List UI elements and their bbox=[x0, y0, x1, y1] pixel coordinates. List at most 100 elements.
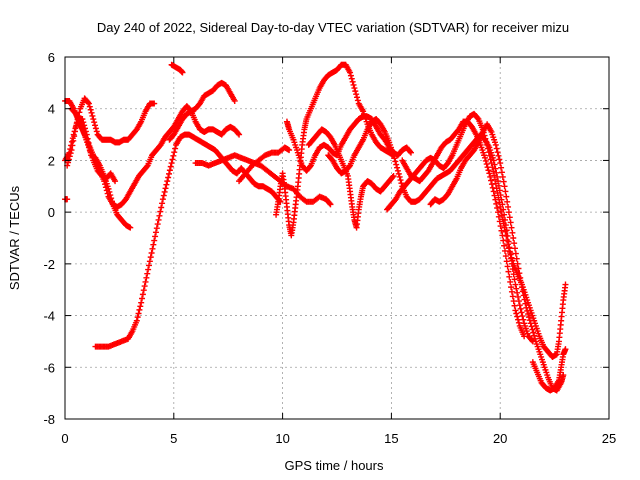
data-point bbox=[509, 229, 516, 236]
data-point bbox=[396, 173, 403, 180]
data-point bbox=[393, 161, 400, 168]
data-point bbox=[524, 307, 531, 314]
data-point bbox=[171, 149, 178, 156]
data-point bbox=[497, 223, 504, 230]
data-point bbox=[484, 141, 491, 148]
data-point bbox=[352, 88, 359, 95]
data-point bbox=[515, 298, 522, 305]
data-point bbox=[146, 258, 153, 265]
data-point bbox=[133, 317, 140, 324]
y-tick-label: 2 bbox=[48, 153, 55, 168]
y-axis: -8 -6 -4 -2 0 2 4 6 bbox=[43, 50, 609, 427]
data-point bbox=[394, 164, 401, 171]
data-point bbox=[506, 273, 513, 280]
data-point bbox=[145, 266, 152, 273]
y-tick-label: 6 bbox=[48, 50, 55, 65]
x-tick-label: 15 bbox=[384, 431, 398, 446]
data-point bbox=[505, 241, 512, 248]
series-13 bbox=[305, 126, 397, 231]
data-points bbox=[62, 61, 569, 394]
data-point bbox=[87, 106, 94, 113]
data-point bbox=[508, 284, 515, 291]
data-point bbox=[158, 204, 165, 211]
data-point bbox=[89, 112, 96, 119]
y-tick-label: 4 bbox=[48, 102, 55, 117]
data-point bbox=[169, 156, 176, 163]
data-point bbox=[90, 116, 97, 123]
series-3 bbox=[62, 97, 243, 210]
data-point bbox=[486, 152, 493, 159]
data-point bbox=[350, 81, 357, 88]
data-point bbox=[482, 135, 489, 142]
data-point bbox=[168, 160, 175, 167]
data-point bbox=[499, 232, 506, 239]
series-4 bbox=[64, 95, 158, 169]
x-axis-label: GPS time / hours bbox=[285, 458, 384, 473]
data-point bbox=[512, 307, 519, 314]
data-point bbox=[511, 276, 518, 283]
data-point bbox=[519, 313, 526, 320]
data-point bbox=[514, 313, 521, 320]
data-point bbox=[501, 224, 508, 231]
data-point bbox=[488, 177, 495, 184]
data-point bbox=[518, 309, 525, 316]
data-point bbox=[531, 332, 538, 339]
data-point bbox=[67, 150, 74, 157]
data-point bbox=[493, 200, 500, 207]
data-point bbox=[498, 208, 505, 215]
data-point bbox=[512, 281, 519, 288]
data-point bbox=[71, 133, 78, 140]
data-point bbox=[528, 323, 535, 330]
data-point bbox=[137, 303, 144, 310]
data-point bbox=[510, 235, 517, 241]
y-tick-label: 0 bbox=[48, 205, 55, 220]
data-point bbox=[488, 160, 495, 167]
data-point bbox=[166, 167, 173, 174]
data-point bbox=[157, 208, 164, 215]
data-point bbox=[127, 224, 134, 231]
data-point bbox=[236, 131, 243, 138]
data-point bbox=[85, 100, 92, 107]
data-point bbox=[491, 176, 498, 183]
data-point bbox=[92, 125, 99, 132]
data-point bbox=[144, 270, 151, 277]
data-point bbox=[528, 337, 535, 344]
data-point bbox=[351, 85, 358, 92]
data-point bbox=[150, 241, 157, 248]
data-point bbox=[354, 97, 361, 104]
data-point bbox=[85, 99, 92, 106]
data-point bbox=[512, 250, 519, 257]
data-point bbox=[495, 194, 502, 201]
data-point bbox=[527, 320, 534, 327]
data-point bbox=[485, 145, 492, 152]
data-point bbox=[392, 158, 399, 165]
data-point bbox=[347, 72, 354, 79]
data-point bbox=[91, 119, 98, 126]
chart-title: Day 240 of 2022, Sidereal Day-to-day VTE… bbox=[97, 20, 569, 35]
data-point bbox=[501, 183, 508, 190]
data-point bbox=[514, 260, 521, 267]
data-point bbox=[354, 94, 361, 101]
data-point bbox=[520, 316, 527, 323]
data-point bbox=[72, 109, 79, 116]
data-point bbox=[483, 161, 490, 168]
y-tick-label: -8 bbox=[43, 412, 55, 427]
data-point bbox=[562, 346, 569, 353]
data-point bbox=[502, 228, 509, 235]
data-point bbox=[327, 201, 334, 208]
data-point bbox=[397, 177, 404, 184]
data-point bbox=[481, 154, 488, 161]
data-point bbox=[474, 115, 481, 122]
data-point bbox=[165, 174, 172, 181]
data-point bbox=[494, 190, 501, 197]
data-point bbox=[485, 149, 492, 156]
data-point bbox=[526, 317, 533, 324]
data-point bbox=[390, 152, 397, 159]
x-tick-label: 0 bbox=[61, 431, 68, 446]
data-point bbox=[72, 128, 79, 135]
data-point bbox=[151, 237, 158, 244]
data-point bbox=[166, 170, 173, 177]
data-point bbox=[496, 199, 503, 206]
